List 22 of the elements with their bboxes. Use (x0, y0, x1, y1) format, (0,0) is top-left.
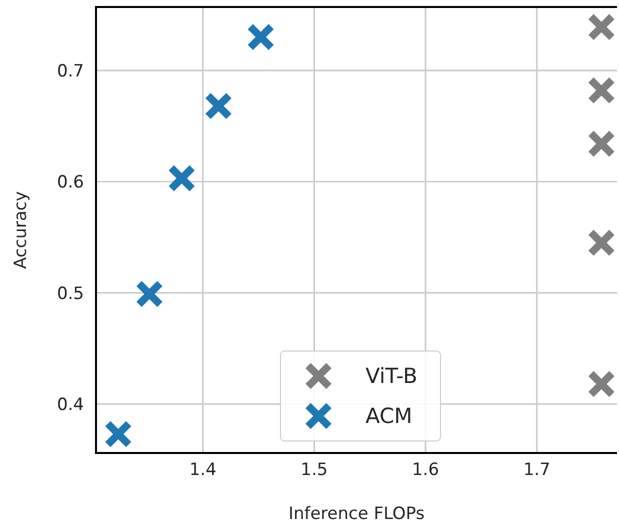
x-tick-label: 1.4 (189, 460, 216, 480)
legend-label: ACM (366, 404, 412, 428)
x-tick-label: 1.7 (523, 460, 550, 480)
point (588, 371, 614, 398)
x-tick-label: 1.6 (412, 460, 440, 480)
y-tick-label: 0.7 (56, 61, 84, 82)
point (136, 280, 162, 307)
point (248, 24, 274, 50)
point (588, 130, 614, 157)
point (588, 14, 614, 40)
point (168, 165, 195, 192)
y-tick-label: 0.4 (56, 395, 84, 416)
point (588, 230, 614, 256)
x-axis-title: Inference FLOPs (288, 504, 425, 524)
point (588, 77, 614, 104)
point (105, 421, 132, 448)
x-tick-label: 1.5 (300, 460, 328, 480)
point (205, 92, 232, 119)
y-tick-label: 0.6 (56, 172, 84, 193)
legend-label: ViT-B (366, 364, 418, 388)
y-axis-title: Accuracy (11, 191, 31, 269)
y-tick-label: 0.5 (56, 284, 84, 304)
